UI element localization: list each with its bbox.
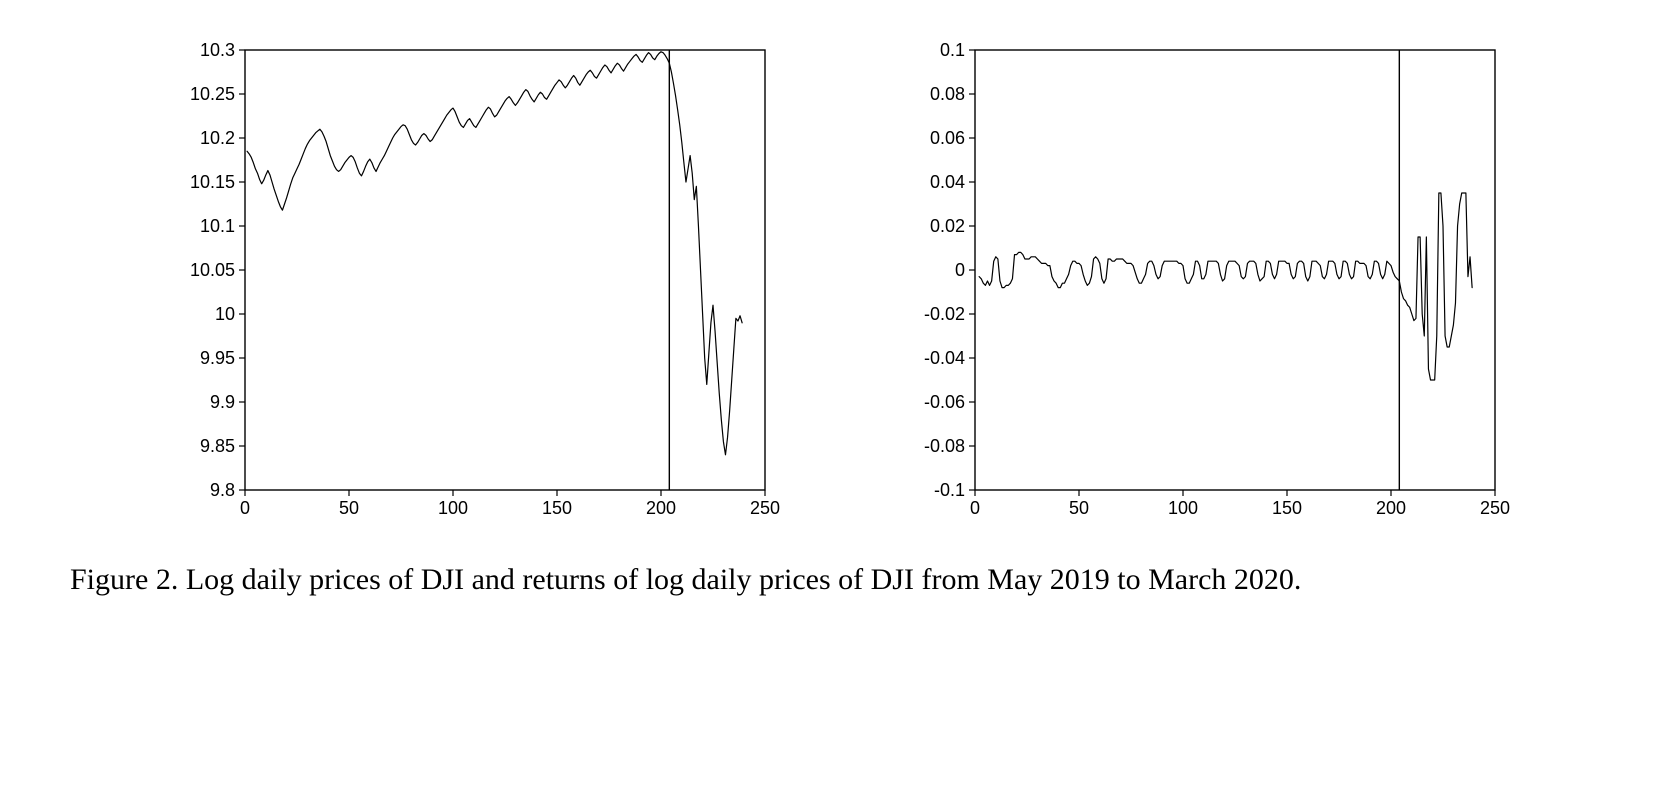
figure-container: 0 50 100 150 200 250 9.8 9.85 9.9 9.95 10 10.05 10.1… (60, 40, 1620, 601)
svg-text:10.05: 10.05 (190, 260, 235, 280)
svg-text:250: 250 (1480, 498, 1510, 518)
svg-text:10.1: 10.1 (200, 216, 235, 236)
svg-text:9.85: 9.85 (200, 436, 235, 456)
svg-text:-0.1: -0.1 (934, 480, 965, 500)
chart-log-prices: 0 50 100 150 200 250 9.8 9.85 9.9 9.95 10 10.05 10.1… (165, 40, 785, 530)
svg-text:200: 200 (1376, 498, 1406, 518)
chart-right-svg: 0 50 100 150 200 250 -0.1 -0.08 -0.06 -0.04 -0.02 0… (895, 40, 1515, 530)
svg-text:150: 150 (542, 498, 572, 518)
svg-text:10.3: 10.3 (200, 40, 235, 60)
chart-returns: 0 50 100 150 200 250 -0.1 -0.08 -0.06 -0.04 -0.02 0… (895, 40, 1515, 530)
svg-text:0.08: 0.08 (930, 84, 965, 104)
svg-text:200: 200 (646, 498, 676, 518)
svg-text:50: 50 (339, 498, 359, 518)
charts-row: 0 50 100 150 200 250 9.8 9.85 9.9 9.95 10 10.05 10.1… (60, 40, 1620, 530)
svg-text:0.06: 0.06 (930, 128, 965, 148)
svg-text:-0.04: -0.04 (924, 348, 965, 368)
svg-text:150: 150 (1272, 498, 1302, 518)
svg-text:0.02: 0.02 (930, 216, 965, 236)
chart-left-svg: 0 50 100 150 200 250 9.8 9.85 9.9 9.95 10 10.05 10.1… (165, 40, 785, 530)
svg-text:10: 10 (215, 304, 235, 324)
figure-caption: Figure 2. Log daily prices of DJI and re… (60, 560, 1620, 601)
svg-text:0: 0 (970, 498, 980, 518)
svg-text:0.1: 0.1 (940, 40, 965, 60)
svg-text:100: 100 (438, 498, 468, 518)
svg-text:0: 0 (240, 498, 250, 518)
svg-text:250: 250 (750, 498, 780, 518)
svg-text:-0.08: -0.08 (924, 436, 965, 456)
svg-text:10.25: 10.25 (190, 84, 235, 104)
svg-text:0.04: 0.04 (930, 172, 965, 192)
svg-text:10.2: 10.2 (200, 128, 235, 148)
svg-text:50: 50 (1069, 498, 1089, 518)
svg-text:0: 0 (955, 260, 965, 280)
svg-text:9.9: 9.9 (210, 392, 235, 412)
svg-text:9.95: 9.95 (200, 348, 235, 368)
svg-text:100: 100 (1168, 498, 1198, 518)
svg-text:-0.06: -0.06 (924, 392, 965, 412)
svg-text:9.8: 9.8 (210, 480, 235, 500)
svg-text:10.15: 10.15 (190, 172, 235, 192)
svg-text:-0.02: -0.02 (924, 304, 965, 324)
